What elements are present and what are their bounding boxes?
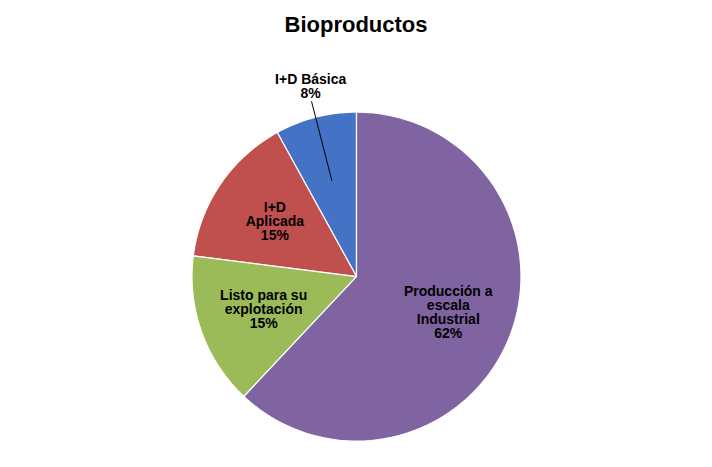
svg-text:I+D Básica8%: I+D Básica8% <box>275 71 346 101</box>
svg-text:I+DAplicada15%: I+DAplicada15% <box>246 199 305 243</box>
html-text:Bioproductos: Bioproductos <box>284 12 428 37</box>
svg-text:Listo para suexplotación15%: Listo para suexplotación15% <box>220 287 307 331</box>
svg-text:Producción aescalaIndustrial62: Producción aescalaIndustrial62% <box>404 283 493 341</box>
